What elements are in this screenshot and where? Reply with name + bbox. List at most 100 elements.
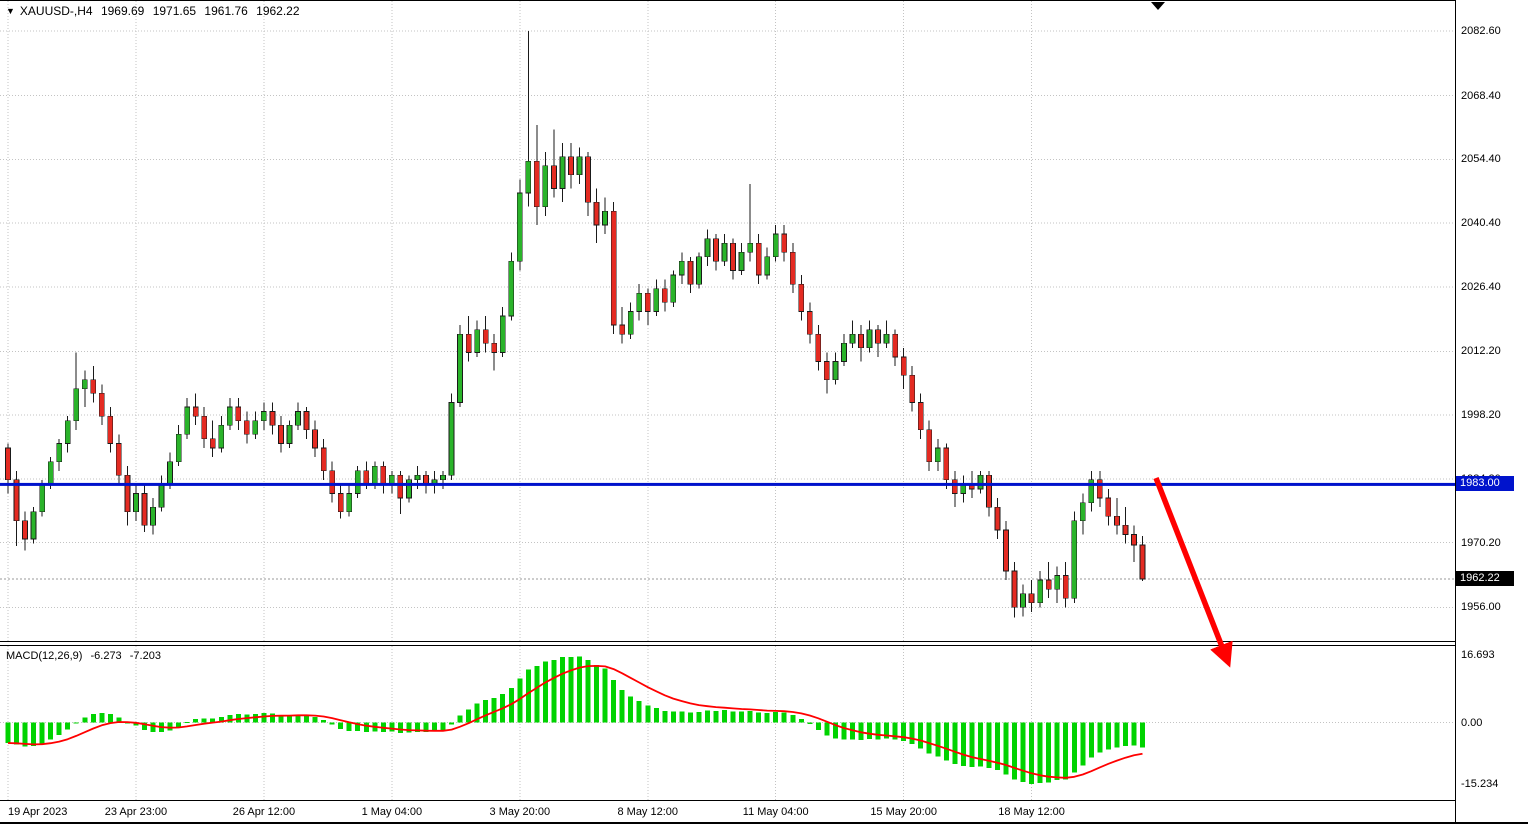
macd-histogram-bar: [491, 697, 497, 723]
macd-name: MACD(12,26,9): [6, 650, 83, 662]
macd-histogram-bar: [764, 713, 770, 723]
macd-histogram-bar: [841, 722, 847, 740]
macd-histogram-bar: [611, 679, 617, 723]
macd-histogram-bar: [1114, 722, 1120, 748]
candle: [98, 384, 105, 426]
macd-histogram-bar: [65, 722, 71, 730]
macd-histogram-bar: [432, 722, 437, 732]
symbol-dropdown-icon[interactable]: ▼: [6, 6, 15, 16]
macd-histogram-bar: [261, 713, 267, 723]
candle: [397, 470, 404, 515]
macd-indicator-pane[interactable]: [0, 646, 1455, 800]
time-axis-label: 8 May 12:00: [617, 806, 679, 818]
candle: [516, 179, 523, 271]
candle: [1105, 488, 1112, 526]
price-axis-label: 1998.20: [1461, 409, 1501, 422]
chart-shift-icon[interactable]: [1151, 2, 1165, 10]
candle: [13, 470, 20, 546]
macd-histogram-bar: [107, 714, 113, 723]
candle: [261, 402, 267, 430]
candle: [627, 302, 634, 339]
candle: [1054, 566, 1061, 603]
candle: [5, 443, 11, 494]
macd-histogram-bar: [1131, 722, 1137, 746]
last-price-label: 1962.22: [1456, 571, 1514, 586]
candle: [1131, 525, 1137, 562]
macd-histogram-bar: [722, 709, 728, 723]
support-line[interactable]: [0, 482, 1455, 486]
candle: [900, 347, 907, 389]
macd-histogram-bar: [355, 722, 361, 732]
candle: [346, 484, 353, 517]
macd-axis-label: 16.693: [1461, 649, 1495, 662]
pane-separator[interactable]: [0, 641, 1528, 642]
candle: [738, 243, 745, 276]
candle: [235, 397, 242, 430]
macd-histogram-bar: [704, 710, 710, 723]
macd-histogram-bar: [687, 712, 693, 723]
candle: [440, 470, 446, 489]
macd-histogram-bar: [747, 710, 753, 723]
macd-histogram-bar: [116, 717, 122, 723]
candle: [226, 397, 233, 430]
macd-histogram-bar: [321, 720, 327, 723]
price-axis[interactable]: 2082.60 2068.40 2054.40 2040.40 2026.40 2012.…: [1456, 0, 1528, 823]
price-axis-label: 1970.20: [1461, 536, 1501, 549]
candle: [832, 352, 839, 385]
macd-histogram-bar: [440, 722, 446, 731]
candle: [781, 224, 788, 262]
candle: [772, 224, 779, 262]
candle: [824, 352, 830, 394]
candle: [568, 143, 574, 189]
macd-histogram-bar: [815, 722, 821, 730]
candle: [354, 466, 361, 499]
macd-histogram-bar: [193, 719, 199, 723]
high-value: 1971.65: [152, 4, 197, 18]
candle: [56, 438, 63, 471]
macd-histogram-bar: [312, 717, 318, 723]
candle: [679, 252, 685, 285]
macd-histogram-bar: [730, 711, 736, 723]
candle: [295, 402, 301, 430]
candle: [866, 320, 873, 353]
candle: [1079, 493, 1086, 535]
candle: [789, 243, 796, 294]
macd-histogram-bar: [176, 722, 182, 727]
ohlc-info: ▼ XAUUSD-,H4 1969.69 1971.65 1961.76 1962…: [6, 4, 305, 18]
macd-histogram-bar: [1063, 722, 1069, 780]
candle: [337, 484, 344, 519]
candle: [576, 147, 583, 184]
macd-histogram-bar: [252, 714, 258, 723]
candle: [209, 420, 216, 458]
time-axis-label: 3 May 20:00: [489, 806, 551, 818]
candle: [977, 470, 984, 494]
macd-histogram-bar: [628, 696, 634, 723]
candle: [943, 443, 950, 489]
macd-histogram-bar: [602, 668, 608, 723]
macd-histogram-bar: [346, 722, 352, 732]
candle: [909, 366, 916, 412]
candle: [619, 306, 626, 344]
macd-histogram-bar: [756, 712, 762, 723]
price-axis-label: 2026.40: [1461, 280, 1501, 293]
macd-histogram-bar: [90, 713, 96, 723]
candle: [704, 229, 711, 266]
pane-separator[interactable]: [0, 645, 1528, 646]
main-chart-pane[interactable]: [0, 1, 1455, 641]
macd-histogram-bar: [286, 715, 292, 723]
candle: [858, 325, 864, 362]
macd-signal-line: [7, 665, 1143, 779]
macd-histogram-bar: [474, 703, 480, 723]
macd-histogram-bar: [867, 722, 873, 740]
candle: [107, 407, 114, 453]
time-axis[interactable]: 19 Apr 2023 23 Apr 23:00 26 Apr 12:00 1 May…: [0, 801, 1455, 822]
candle: [593, 188, 600, 244]
candle: [1122, 507, 1129, 544]
candle: [175, 425, 182, 467]
candle: [201, 407, 208, 448]
macd-histogram-bar: [269, 713, 275, 723]
candle: [30, 507, 37, 544]
close-value: 1962.22: [256, 4, 300, 18]
macd-histogram-bar: [773, 711, 779, 723]
